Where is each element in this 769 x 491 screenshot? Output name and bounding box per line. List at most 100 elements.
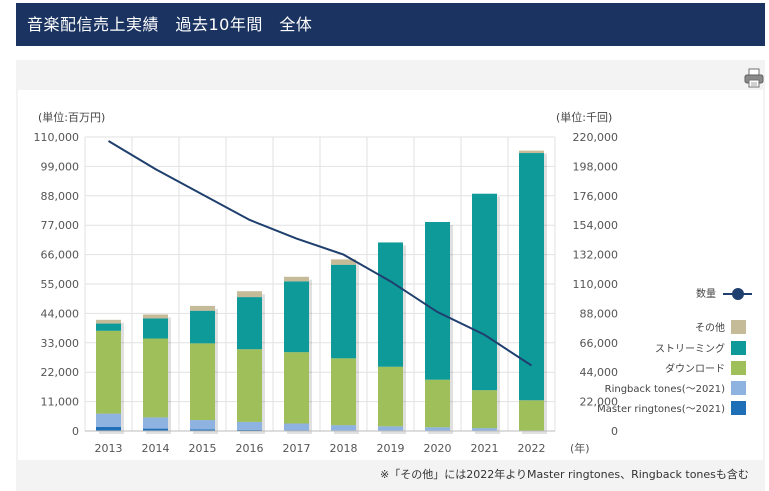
right-tick-label: 22,000 (580, 396, 619, 409)
bar-stack (519, 150, 547, 434)
bar-segment (284, 281, 309, 353)
quantity-line (107, 140, 533, 367)
right-tick-label: 66,000 (580, 337, 619, 350)
left-tick-label: 11,000 (41, 396, 80, 409)
bar-segment (190, 305, 215, 311)
bar-segment (378, 242, 403, 367)
bar-segment (425, 379, 450, 428)
bar-segment (331, 259, 356, 265)
legend-swatch (731, 381, 746, 395)
bar-segment (96, 330, 121, 414)
right-tick-label: 154,000 (573, 219, 619, 232)
bar-segment (96, 319, 121, 324)
footnote: ※「その他」には2022年よりMaster ringtones、Ringback… (380, 468, 749, 481)
bar-stack (143, 314, 171, 434)
bar-segment (143, 314, 168, 319)
x-tick-label: 2013 (95, 442, 123, 455)
legend-label: Ringback tones(～2021) (605, 384, 725, 395)
bar-segment (284, 423, 309, 431)
bar-segment (190, 343, 215, 421)
bar-segment (472, 428, 497, 431)
bar-segment (190, 429, 215, 431)
left-tick-label: 33,000 (41, 337, 80, 350)
bar-segment (378, 426, 403, 431)
bar-segment (425, 221, 450, 380)
left-tick-label: 99,000 (41, 160, 80, 173)
x-tick-label: 2016 (236, 442, 264, 455)
right-tick-label: 110,000 (573, 278, 619, 291)
bar-segment (425, 427, 450, 431)
bar-segment (519, 153, 544, 401)
bar-segment (519, 150, 544, 154)
bar-stack (425, 221, 453, 434)
bar-segment (237, 297, 262, 350)
right-axis-label: (単位:千回) (556, 110, 612, 124)
bar-segment (284, 352, 309, 424)
legend-swatch (731, 361, 746, 375)
bar-segment (284, 276, 309, 282)
bar-stack (190, 305, 218, 434)
bar-segment (96, 323, 121, 331)
page-title: 音楽配信売上実績 過去10年間 全体 (27, 15, 313, 34)
bar-stack (96, 319, 124, 434)
left-tick-label: 0 (72, 425, 79, 438)
music-sales-chart: 0 0 11,000 22,000 22,000 44,000 33,000 66,000 44… (34, 110, 752, 455)
legend-label: ストリーミング (655, 342, 725, 355)
bar-segment (519, 400, 544, 431)
printer-icon[interactable] (744, 68, 764, 88)
bar-segment (190, 420, 215, 430)
right-tick-label: 0 (611, 425, 618, 438)
bar-stack (378, 242, 406, 434)
bar-segment (190, 310, 215, 344)
legend-label-quantity: 数量 (696, 287, 716, 300)
right-tick-label: 132,000 (573, 249, 619, 262)
bar-segment (378, 366, 403, 427)
chart-area: 0 0 11,000 22,000 22,000 44,000 33,000 66,000 44… (18, 90, 763, 460)
right-tick-label: 44,000 (580, 366, 619, 379)
bar-stack (237, 291, 265, 434)
x-tick-label: 2014 (142, 442, 170, 455)
right-tick-label: 88,000 (580, 307, 619, 320)
left-tick-label: 88,000 (41, 190, 80, 203)
left-tick-label: 66,000 (41, 249, 80, 262)
x-tick-label: 2017 (283, 442, 311, 455)
bar-segment (96, 413, 121, 427)
bar-segment (143, 417, 168, 429)
bar-stack (472, 193, 500, 434)
bar-segment (331, 358, 356, 426)
left-tick-label: 44,000 (41, 307, 80, 320)
bar-segment (96, 426, 121, 431)
legend-swatch (731, 401, 746, 415)
bar-segment (143, 338, 168, 418)
legend-label: ダウンロード (665, 362, 725, 375)
x-tick-label: 2019 (377, 442, 405, 455)
page-header: 音楽配信売上実績 過去10年間 全体 (16, 3, 765, 46)
x-tick-label: 2021 (471, 442, 499, 455)
bar-segment (237, 349, 262, 422)
right-tick-label: 220,000 (573, 131, 619, 144)
bar-segment (143, 428, 168, 431)
x-tick-label: 2015 (189, 442, 217, 455)
bar-segment (331, 264, 356, 359)
left-axis-label: (単位:百万円) (38, 110, 105, 124)
left-tick-label: 22,000 (41, 366, 80, 379)
legend-line-marker (732, 288, 744, 300)
right-tick-label: 176,000 (573, 190, 619, 203)
legend-label: その他 (695, 321, 725, 334)
bar-segment (331, 425, 356, 431)
bar-segment (472, 193, 497, 391)
bar-segment (237, 291, 262, 298)
legend-swatch (731, 341, 746, 355)
x-tick-label: 2018 (330, 442, 358, 455)
left-tick-label: 77,000 (41, 219, 80, 232)
left-tick-label: 55,000 (41, 278, 80, 291)
left-tick-label: 110,000 (34, 131, 80, 144)
bar-segment (143, 318, 168, 339)
bar-stack (284, 276, 312, 434)
right-tick-label: 198,000 (573, 160, 619, 173)
x-tick-label: 2022 (518, 442, 546, 455)
bar-segment (237, 421, 262, 430)
x-axis-unit: (年) (570, 441, 590, 455)
x-tick-label: 2020 (424, 442, 452, 455)
bar-segment (472, 390, 497, 429)
